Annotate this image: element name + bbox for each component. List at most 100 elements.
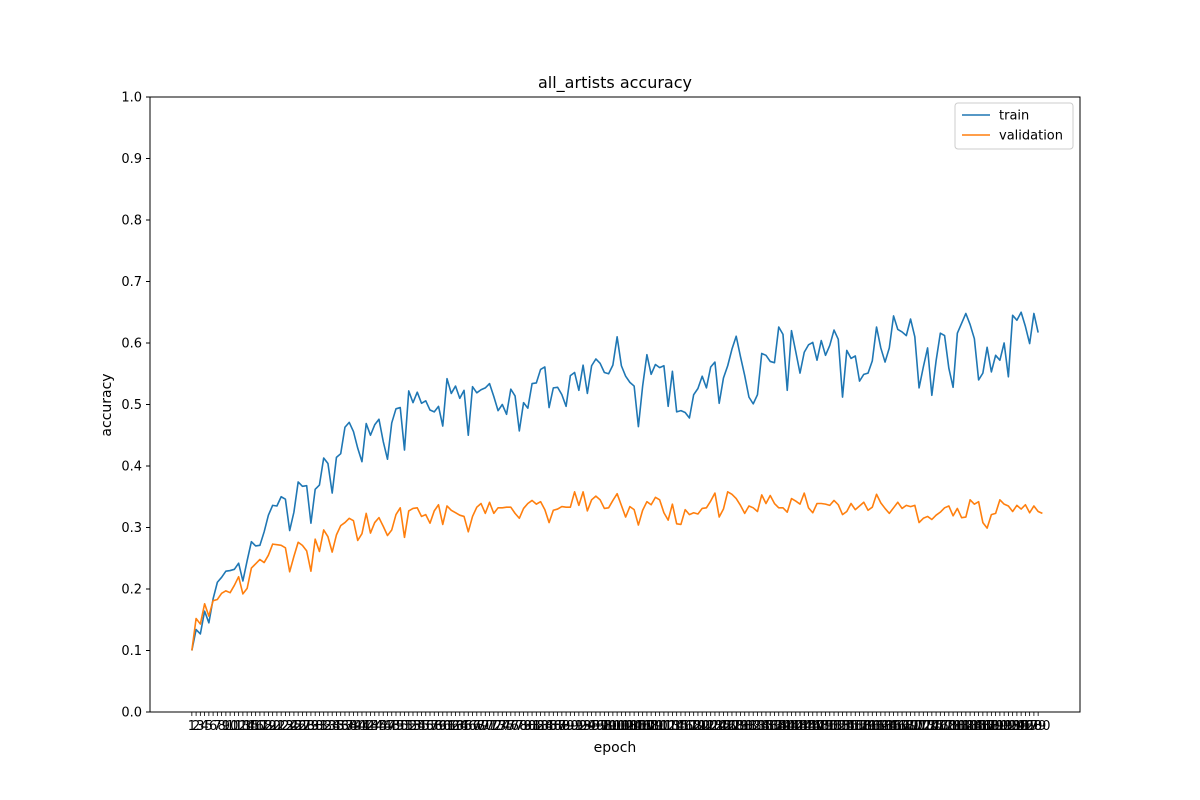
y-tick-label: 0.5 bbox=[121, 398, 142, 413]
x-tick-label: 67 bbox=[464, 719, 481, 734]
x-tick-label: 17 bbox=[252, 719, 269, 734]
x-tick-label: 140 bbox=[771, 719, 796, 734]
x-tick-label: 111 bbox=[647, 719, 672, 734]
x-tick-label: 156 bbox=[839, 719, 864, 734]
x-tick-label: 11 bbox=[226, 719, 243, 734]
x-tick-label: 52 bbox=[400, 719, 417, 734]
x-tick-label: 120 bbox=[686, 719, 711, 734]
axes-frame bbox=[149, 96, 1081, 713]
x-tick-label: 13 bbox=[235, 719, 252, 734]
x-tick-label: 181 bbox=[945, 719, 970, 734]
x-tick-label: 35 bbox=[328, 719, 345, 734]
x-tick-label: 69 bbox=[473, 719, 490, 734]
x-tick-label: 170 bbox=[898, 719, 923, 734]
x-tick-label: 84 bbox=[537, 719, 554, 734]
x-tick-label: 166 bbox=[881, 719, 906, 734]
x-tick-label: 108 bbox=[634, 719, 659, 734]
x-tick-label: 132 bbox=[737, 719, 762, 734]
x-tick-label: 110 bbox=[643, 719, 668, 734]
x-tick-label: 34 bbox=[324, 719, 341, 734]
x-tick-label: 48 bbox=[383, 719, 400, 734]
x-tick-label: 167 bbox=[885, 719, 910, 734]
x-tick-label: 12 bbox=[230, 719, 247, 734]
x-tick-label: 50 bbox=[392, 719, 409, 734]
x-tick-label: 162 bbox=[864, 719, 889, 734]
x-tick-label: 176 bbox=[924, 719, 949, 734]
x-tick-label: 56 bbox=[417, 719, 434, 734]
x-tick-label: 171 bbox=[902, 719, 927, 734]
x-tick-label: 105 bbox=[622, 719, 647, 734]
x-tick-label: 184 bbox=[958, 719, 983, 734]
x-tick-label: 73 bbox=[490, 719, 507, 734]
x-tick-label: 188 bbox=[975, 719, 1000, 734]
x-tick-label: 45 bbox=[371, 719, 388, 734]
x-tick-label: 179 bbox=[936, 719, 961, 734]
x-tick-label: 130 bbox=[728, 719, 753, 734]
x-tick-label: 172 bbox=[907, 719, 932, 734]
x-tick-label: 16 bbox=[247, 719, 264, 734]
plot-area: 0.00.10.20.30.40.50.60.70.80.91.01234567… bbox=[121, 91, 1081, 734]
x-tick-label: 163 bbox=[868, 719, 893, 734]
x-tick-label: 36 bbox=[332, 719, 349, 734]
x-tick-label: 152 bbox=[822, 719, 847, 734]
x-tick-label: 7 bbox=[213, 719, 221, 734]
x-tick-label: 101 bbox=[605, 719, 630, 734]
x-tick-label: 91 bbox=[566, 719, 583, 734]
x-tick-label: 22 bbox=[273, 719, 290, 734]
x-tick-label: 10 bbox=[222, 719, 239, 734]
x-tick-label: 117 bbox=[673, 719, 698, 734]
x-tick-label: 146 bbox=[796, 719, 821, 734]
x-tick-label: 31 bbox=[311, 719, 328, 734]
x-tick-label: 186 bbox=[966, 719, 991, 734]
x-tick-label: 28 bbox=[298, 719, 315, 734]
x-tick-label: 88 bbox=[554, 719, 571, 734]
x-tick-label: 8 bbox=[217, 719, 225, 734]
x-tick-label: 129 bbox=[724, 719, 749, 734]
series-line-train bbox=[191, 311, 1039, 651]
x-tick-label: 92 bbox=[571, 719, 588, 734]
x-tick-label: 25 bbox=[286, 719, 303, 734]
x-tick-label: 174 bbox=[915, 719, 940, 734]
chart-title: all_artists accuracy bbox=[538, 73, 692, 93]
x-tick-label: 113 bbox=[656, 719, 681, 734]
x-tick-label: 180 bbox=[941, 719, 966, 734]
x-tick-label: 145 bbox=[792, 719, 817, 734]
x-tick-label: 78 bbox=[511, 719, 528, 734]
x-tick-label: 95 bbox=[583, 719, 600, 734]
x-tick-label: 49 bbox=[388, 719, 405, 734]
x-tick-label: 76 bbox=[503, 719, 520, 734]
x-tick-label: 116 bbox=[669, 719, 694, 734]
x-tick-label: 58 bbox=[426, 719, 443, 734]
x-tick-label: 19 bbox=[260, 719, 277, 734]
x-tick-label: 24 bbox=[281, 719, 298, 734]
x-tick-label: 115 bbox=[664, 719, 689, 734]
x-tick-label: 144 bbox=[788, 719, 813, 734]
x-tick-label: 21 bbox=[269, 719, 286, 734]
x-tick-label: 23 bbox=[277, 719, 294, 734]
x-tick-label: 66 bbox=[460, 719, 477, 734]
x-tick-label: 54 bbox=[409, 719, 426, 734]
x-tick-label: 168 bbox=[890, 719, 915, 734]
x-tick-label: 190 bbox=[983, 719, 1008, 734]
x-tick-label: 62 bbox=[443, 719, 460, 734]
x-tick-label: 30 bbox=[307, 719, 324, 734]
x-tick-label: 104 bbox=[617, 719, 642, 734]
x-tick-label: 44 bbox=[366, 719, 383, 734]
x-tick-label: 72 bbox=[486, 719, 503, 734]
x-tick-label: 100 bbox=[600, 719, 625, 734]
x-tick-label: 90 bbox=[562, 719, 579, 734]
x-tick-label: 18 bbox=[256, 719, 273, 734]
x-tick-label: 155 bbox=[834, 719, 859, 734]
legend: train validation bbox=[954, 102, 1074, 150]
x-tick-label: 97 bbox=[592, 719, 609, 734]
x-tick-label: 9 bbox=[222, 719, 230, 734]
x-tick-label: 198 bbox=[1017, 719, 1042, 734]
x-tick-label: 142 bbox=[779, 719, 804, 734]
x-tick-label: 85 bbox=[541, 719, 558, 734]
x-tick-label: 158 bbox=[847, 719, 872, 734]
x-tick-label: 139 bbox=[766, 719, 791, 734]
x-tick-label: 83 bbox=[532, 719, 549, 734]
x-tick-label: 94 bbox=[579, 719, 596, 734]
x-tick-label: 137 bbox=[758, 719, 783, 734]
